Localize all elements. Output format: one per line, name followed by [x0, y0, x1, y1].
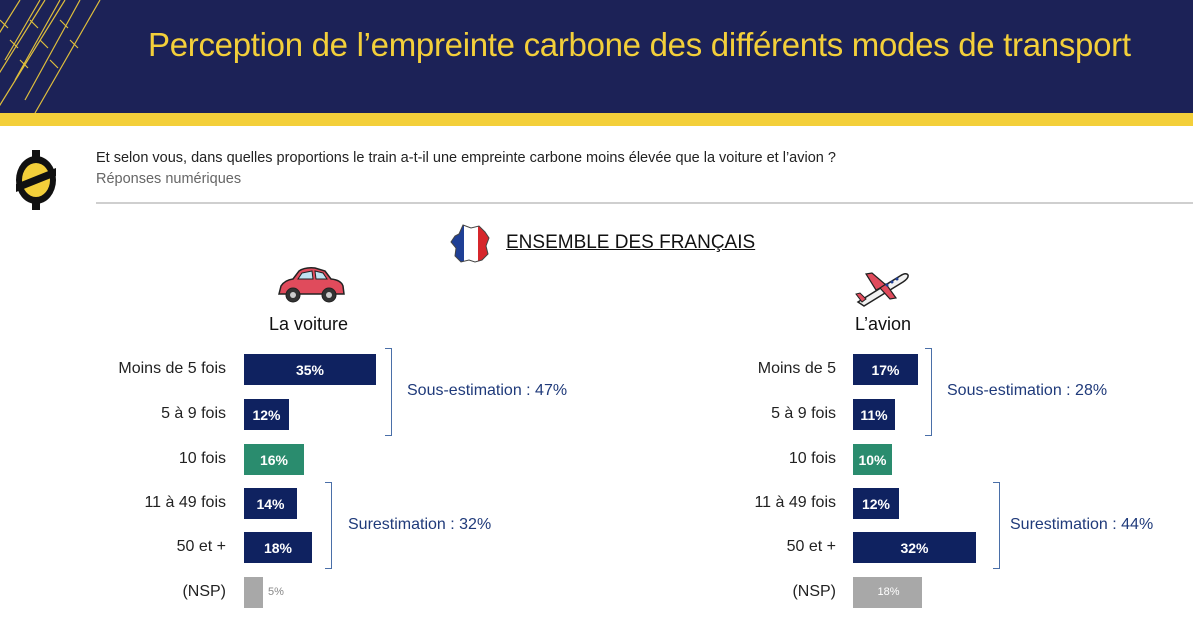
category-label: 50 et +: [176, 538, 226, 555]
group-label: Surestimation : 44%: [1010, 515, 1154, 533]
bar: 16%: [244, 444, 304, 475]
bar-value-label: 35%: [295, 361, 325, 378]
category-label: Moins de 5: [757, 360, 836, 377]
chart-title-plane: L’avion: [855, 314, 912, 334]
bar: 35%: [244, 354, 376, 385]
group-label: Sous-estimation : 28%: [947, 382, 1108, 399]
category-label: 5 à 9 fois: [161, 405, 226, 422]
bar: 14%: [244, 488, 297, 519]
header-stripe: [0, 113, 1193, 126]
page-title: Perception de l’empreinte carbone des di…: [148, 26, 1131, 63]
divider: [96, 202, 1193, 204]
question-text: Et selon vous, dans quelles proportions …: [96, 150, 836, 166]
decorative-pattern-icon: [0, 0, 101, 113]
group-bracket: [325, 482, 332, 569]
group-bracket: [925, 348, 932, 436]
category-label: 50 et +: [786, 538, 836, 555]
group-label: Sous-estimation : 47%: [407, 382, 568, 399]
bar: 32%: [853, 532, 976, 563]
car-icon: [278, 267, 345, 303]
group-bracket: [385, 348, 392, 436]
category-label: 11 à 49 fois: [754, 494, 836, 511]
bar-value-label: 17%: [871, 361, 900, 378]
bar-value-label: 5%: [268, 586, 284, 598]
bar-value-label: 18%: [877, 586, 900, 598]
category-label: (NSP): [182, 583, 226, 600]
bar: 12%: [244, 399, 289, 430]
airplane-icon: [855, 272, 909, 307]
bar-value-label: 32%: [900, 539, 929, 556]
bar: 10%: [853, 444, 892, 475]
category-label: 5 à 9 fois: [771, 405, 836, 422]
bar: [244, 577, 263, 608]
bar-value-label: 18%: [263, 539, 293, 556]
header-banner: Perception de l’empreinte carbone des di…: [0, 0, 1193, 113]
category-label: Moins de 5 fois: [118, 360, 226, 377]
bar: 12%: [853, 488, 899, 519]
question-subtext: Réponses numériques: [96, 171, 242, 187]
bar-value-label: 12%: [861, 495, 891, 512]
bar-value-label: 14%: [256, 495, 285, 512]
bar-value-label: 16%: [259, 451, 289, 468]
bar: 11%: [853, 399, 895, 430]
bar-value-label: 10%: [858, 451, 887, 468]
category-label: (NSP): [792, 583, 836, 600]
france-map-icon: [450, 224, 490, 263]
bar-value-label: 11%: [860, 406, 888, 423]
category-label: 10 fois: [178, 450, 226, 467]
bar: 18%: [244, 532, 312, 563]
bar: 17%: [853, 354, 918, 385]
group-bracket: [993, 482, 1000, 569]
group-label: Surestimation : 32%: [348, 515, 492, 533]
bar: [853, 577, 922, 608]
category-label: 10 fois: [788, 450, 836, 467]
category-label: 11 à 49 fois: [144, 494, 226, 511]
chart-title-car: La voiture: [269, 314, 349, 334]
brand-logo-icon: [16, 150, 56, 210]
section-title: ENSEMBLE DES FRANÇAIS: [506, 232, 756, 253]
bar-value-label: 12%: [252, 406, 281, 423]
